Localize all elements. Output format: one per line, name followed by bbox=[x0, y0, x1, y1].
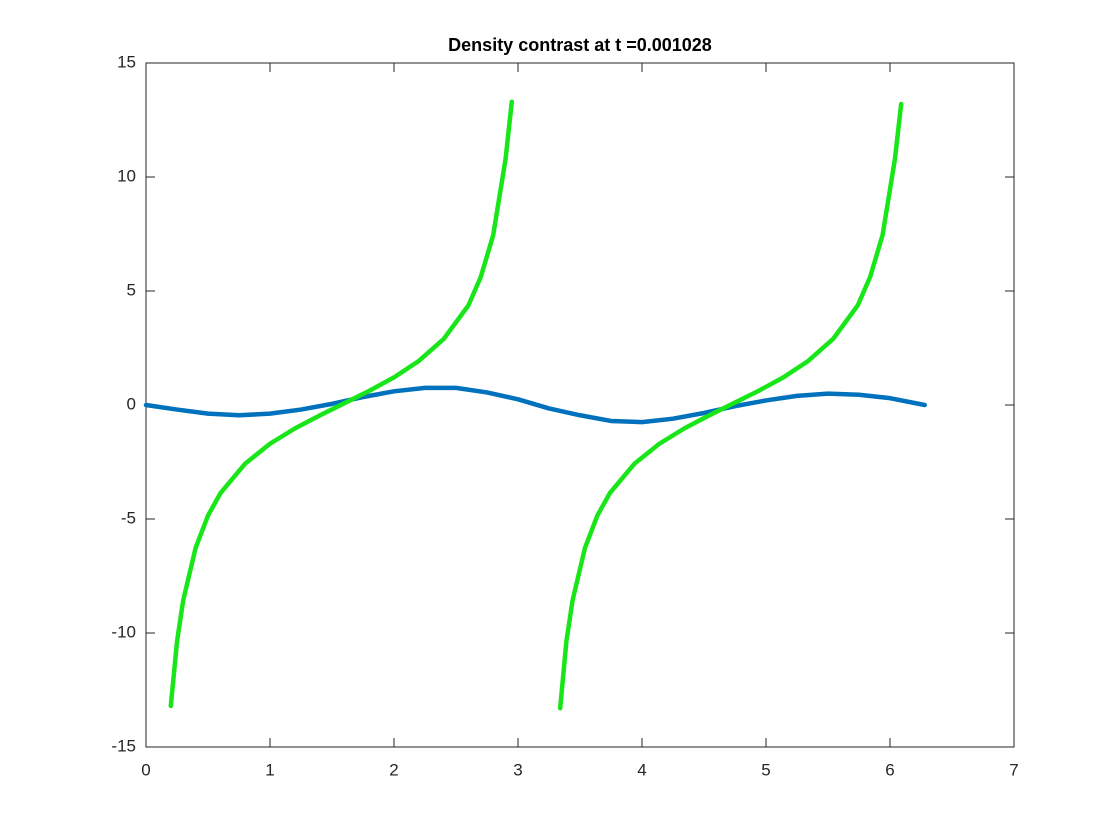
y-tick-label: 15 bbox=[117, 52, 136, 71]
x-tick-label: 3 bbox=[513, 760, 522, 779]
y-tick-label: 10 bbox=[117, 166, 136, 185]
x-tick-label: 0 bbox=[141, 760, 150, 779]
y-tick-label: -10 bbox=[111, 622, 136, 641]
x-tick-label: 4 bbox=[637, 760, 646, 779]
x-tick-label: 1 bbox=[265, 760, 274, 779]
line-series bbox=[168, 99, 904, 711]
x-tick-label: 5 bbox=[761, 760, 770, 779]
x-tick-label: 2 bbox=[389, 760, 398, 779]
y-tick-label: 5 bbox=[127, 280, 136, 299]
x-tick-label: 7 bbox=[1009, 760, 1018, 779]
y-tick-label: -5 bbox=[121, 508, 136, 527]
plot-area bbox=[145, 62, 1015, 748]
y-tick-label: -15 bbox=[111, 736, 136, 755]
x-tick-label: 6 bbox=[885, 760, 894, 779]
y-tick-label: 0 bbox=[127, 394, 136, 413]
chart-title: Density contrast at t =0.001028 bbox=[448, 35, 712, 55]
line-series bbox=[143, 385, 927, 425]
